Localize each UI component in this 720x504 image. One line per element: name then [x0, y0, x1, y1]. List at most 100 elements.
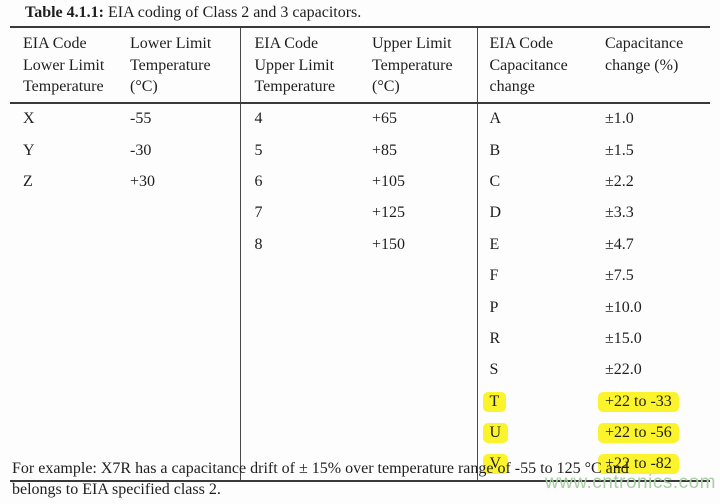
table-cell: C [476, 166, 595, 198]
table-cell: T [476, 386, 595, 418]
table-cell: ±1.5 [605, 141, 634, 159]
table-cell [239, 386, 360, 418]
table-cell: R [476, 323, 595, 355]
table-cell: 4 [239, 102, 360, 135]
table-cell [239, 323, 360, 355]
eia-coding-table: EIA Code Lower Limit Temperature Lower L… [10, 26, 710, 483]
table-cell: 6 [239, 166, 360, 198]
table-cell [120, 198, 240, 229]
table-cell [10, 323, 120, 354]
highlighted-value: T [482, 391, 507, 412]
table-cell [10, 417, 120, 448]
table-footnote: For example: X7R has a capacitance drift… [12, 460, 629, 498]
table-row: T +22 to -33 [10, 386, 710, 418]
table-cell [10, 198, 120, 229]
table-cell: V [476, 448, 595, 482]
table-caption-label: Table 4.1.1: [25, 4, 104, 21]
table-cell [239, 354, 360, 387]
table-cell: -30 [130, 141, 152, 159]
table-cell: B [476, 134, 595, 167]
header-lower-limit-temperature: Lower Limit Temperature (°C) [120, 27, 240, 104]
table-row: F ±7.5 [10, 260, 710, 292]
table-row: 7 +125 D ±3.3 [10, 197, 710, 230]
table-cell [10, 355, 120, 386]
table-cell: P [476, 291, 595, 324]
table-cell: X [23, 110, 35, 128]
table-cell [360, 260, 477, 291]
table-cell: U [476, 417, 595, 449]
table-cell [120, 292, 240, 323]
table-body: X -55 4 +65 A ±1.0 Y -30 5 +85 B ±1.5 Z +30 6 +105 C ±2.2… [10, 102, 710, 482]
table-cell: +125 [372, 204, 406, 222]
header-upper-limit-temperature: Upper Limit Temperature (°C) [360, 27, 477, 104]
table-row: V +22 to -82 [10, 448, 710, 482]
table-cell: +150 [372, 235, 406, 253]
table-cell: ±22.0 [605, 361, 642, 379]
table-cell: D [476, 197, 595, 230]
header-eia-code-lower-limit: EIA Code Lower Limit Temperature [10, 27, 120, 104]
table-cell: F [476, 260, 595, 292]
highlighted-value: +22 to -82 [598, 454, 679, 475]
table-cell: ±15.0 [605, 329, 642, 347]
highlighted-value: +22 to -33 [598, 391, 679, 412]
table-cell [10, 229, 120, 260]
table-cell: E [476, 229, 595, 261]
table-cell [120, 323, 240, 354]
table-row: Y -30 5 +85 B ±1.5 [10, 134, 710, 167]
header-row: EIA Code Lower Limit Temperature Lower L… [10, 27, 710, 104]
table-cell [120, 260, 240, 291]
table-row: X -55 4 +65 A ±1.0 [10, 102, 710, 135]
table-cell: +22 to -82 [595, 449, 710, 481]
highlighted-value: +22 to -56 [598, 423, 679, 444]
table-cell: ±7.5 [605, 267, 634, 285]
table-cell [239, 417, 360, 449]
table-cell: 8 [239, 229, 360, 261]
table-cell: +85 [372, 141, 398, 159]
table-cell [239, 291, 360, 324]
table-cell [360, 386, 477, 417]
table-cell [10, 260, 120, 291]
table-row: R ±15.0 [10, 323, 710, 355]
table-cell [239, 448, 360, 482]
table-cell: +105 [372, 172, 406, 190]
table-cell: ±4.7 [605, 235, 634, 253]
table-cell [120, 386, 240, 417]
table-row: Z +30 6 +105 C ±2.2 [10, 166, 710, 198]
table-cell: ±10.0 [605, 298, 642, 316]
table-cell: 5 [239, 134, 360, 167]
table-cell [120, 355, 240, 386]
table-cell: 7 [239, 197, 360, 230]
table-cell: +22 to -56 [595, 417, 710, 448]
table-cell: +30 [130, 172, 156, 190]
table-cell: Y [23, 141, 35, 159]
table-cell [120, 417, 240, 448]
table-cell [10, 386, 120, 417]
table-cell: S [476, 354, 595, 387]
table-cell [10, 292, 120, 323]
table-caption-text: EIA coding of Class 2 and 3 capacitors. [103, 4, 362, 21]
highlighted-value: U [482, 423, 509, 444]
header-eia-code-upper-limit: EIA Code Upper Limit Temperature [239, 27, 360, 104]
table-cell: A [476, 102, 595, 135]
watermark: www.cntronics.com [544, 472, 716, 493]
table-cell [360, 417, 477, 448]
table-caption: Table 4.1.1: EIA coding of Class 2 and 3… [25, 3, 361, 23]
table-cell [120, 229, 240, 260]
table-row: P ±10.0 [10, 291, 710, 324]
table-cell: ±3.3 [605, 204, 634, 222]
table-cell: ±1.0 [605, 110, 634, 128]
table-cell: Z [23, 172, 33, 190]
table-cell: +65 [372, 110, 398, 128]
table-row: U +22 to -56 [10, 417, 710, 449]
table-cell [239, 260, 360, 292]
header-eia-code-capacitance-change: EIA Code Capacitance change [476, 27, 595, 104]
highlighted-value: V [482, 454, 509, 475]
table-cell: +22 to -33 [595, 386, 710, 417]
table-cell [360, 323, 477, 354]
header-capacitance-change-pct: Capacitance change (%) [595, 27, 710, 104]
table-cell: ±2.2 [605, 172, 634, 190]
table-cell: -55 [130, 110, 152, 128]
table-row: S ±22.0 [10, 354, 710, 387]
table-cell [360, 292, 477, 323]
